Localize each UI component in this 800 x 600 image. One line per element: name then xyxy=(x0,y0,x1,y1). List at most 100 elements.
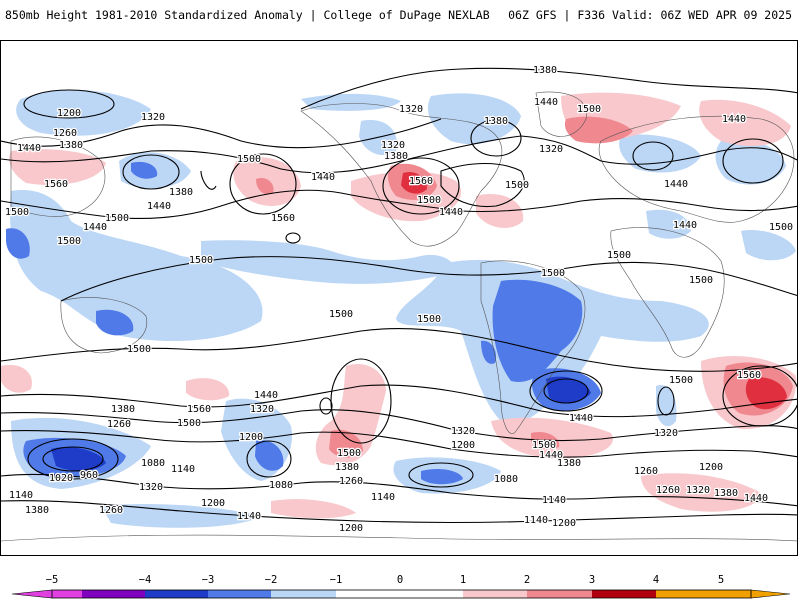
anomaly-colorbar xyxy=(11,589,791,599)
colorbar-tick-label: 2 xyxy=(523,574,531,586)
contour-label: 1200 xyxy=(201,498,225,509)
height-contour xyxy=(1,409,797,442)
contour-label: 1380 xyxy=(557,458,581,469)
contour-label: 1140 xyxy=(9,490,33,501)
map-panel: 1380 1200 1320 1320 1380 1440 1500 1440 1260 1440… xyxy=(0,40,798,556)
colorbar-tick-label: 5 xyxy=(717,574,725,586)
anomaly-neg1-region xyxy=(16,89,152,136)
contour-label: 1500 xyxy=(105,213,129,224)
anomaly-pos2-region xyxy=(329,429,363,458)
colorbar-bin-zero-neg xyxy=(336,590,400,598)
contour-label: 1440 xyxy=(744,493,768,504)
colorbar-bin-pos1 xyxy=(463,590,527,598)
anomaly-neg1-region xyxy=(741,230,796,261)
contour-label: 1560 xyxy=(44,179,68,190)
contour-label: 1200 xyxy=(699,462,723,473)
contour-label: 1140 xyxy=(542,495,566,506)
contour-label: 1500 xyxy=(177,418,201,429)
eurasia-outline xyxy=(598,115,795,223)
contour-label: 1080 xyxy=(494,474,518,485)
north-america-outline xyxy=(300,103,503,247)
colorbar-tick-label: −5 xyxy=(45,574,59,586)
contour-label: 1440 xyxy=(722,114,746,125)
contour-label: 1260 xyxy=(99,505,123,516)
colorbar-bin-neg3 xyxy=(145,590,208,598)
contour-label: 1320 xyxy=(250,404,274,415)
contour-label: 1200 xyxy=(451,440,475,451)
colorbar-tick-label: 4 xyxy=(652,574,660,586)
anomaly-pos1-region xyxy=(1,364,32,393)
contour-label: 1500 xyxy=(189,255,213,266)
height-contour xyxy=(300,67,797,110)
contour-label: 1320 xyxy=(686,485,710,496)
height-contour xyxy=(1,118,442,149)
height-contour xyxy=(27,438,119,480)
anomaly-neg1-region xyxy=(656,385,677,427)
height-contour xyxy=(1,429,797,458)
anomaly-neg2-region xyxy=(96,309,134,336)
contour-label: 1200 xyxy=(239,432,263,443)
anomaly-pos2-region xyxy=(256,177,274,195)
height-contour xyxy=(319,397,333,415)
contour-label: 1320 xyxy=(399,104,423,115)
height-contour xyxy=(529,370,603,412)
anomaly-neg1-region xyxy=(10,190,263,341)
contour-label: 1320 xyxy=(451,426,475,437)
contour-label: 1440 xyxy=(311,172,335,183)
colorbar-tick-label: 1 xyxy=(459,574,467,586)
contour-label: 1440 xyxy=(254,390,278,401)
colorbar-tick-label: 0 xyxy=(396,574,404,586)
anomaly-neg1-region xyxy=(715,139,786,185)
contour-label: 1440 xyxy=(569,413,593,424)
contour-label: 1440 xyxy=(534,97,558,108)
contour-label: 1140 xyxy=(237,511,261,522)
coastline-layer xyxy=(1,91,797,542)
africa-outline xyxy=(610,227,725,358)
contour-label: 1380 xyxy=(335,462,359,473)
height-contour xyxy=(657,386,675,416)
contour-label: 1560 xyxy=(737,370,761,381)
contour-label: 1560 xyxy=(409,176,433,187)
anomaly-neg1-region xyxy=(201,240,454,284)
height-contour xyxy=(122,154,180,190)
contour-label: 1380 xyxy=(484,116,508,127)
contour-label: 1200 xyxy=(552,518,576,529)
colorbar-outline xyxy=(51,589,752,599)
contour-label: 1500 xyxy=(541,268,565,279)
map-title: 850mb Height 1981-2010 Standardized Anom… xyxy=(5,8,490,22)
contour-label: 1500 xyxy=(127,344,151,355)
anomaly-neg2-region xyxy=(255,440,284,471)
colorbar-tick-label: −2 xyxy=(264,574,278,586)
contour-label: 1500 xyxy=(337,448,361,459)
height-contour xyxy=(246,440,292,478)
colorbar-bin-pos2 xyxy=(527,590,592,598)
colorbar-bin-pos5 xyxy=(721,590,751,598)
colorbar-bin-neg4 xyxy=(82,590,145,598)
height-contour xyxy=(60,256,797,302)
contour-label: 1500 xyxy=(505,180,529,191)
anomaly-neg2-region xyxy=(131,161,158,179)
colorbar-bin-pos4 xyxy=(656,590,721,598)
contour-label: 1500 xyxy=(607,250,631,261)
contour-label: 1020 xyxy=(49,473,73,484)
contour-label: 1200 xyxy=(57,108,81,119)
anomaly-neg1-region xyxy=(619,134,701,173)
contour-label: 960 xyxy=(80,470,98,481)
contour-label: 1320 xyxy=(654,428,678,439)
height-contour xyxy=(408,462,474,488)
height-contour xyxy=(440,162,525,208)
anomaly-pos1-region xyxy=(641,473,761,512)
colorbar-tick-label: −3 xyxy=(201,574,215,586)
contour-label: 1500 xyxy=(577,104,601,115)
contour-label: 1380 xyxy=(111,404,135,415)
contour-label: 1380 xyxy=(169,187,193,198)
anomaly-pos1-region xyxy=(271,499,356,519)
greenland-outline xyxy=(535,91,587,137)
contour-label: 1320 xyxy=(141,112,165,123)
contour-label: 1260 xyxy=(634,466,658,477)
contour-label: 1500 xyxy=(417,314,441,325)
contour-label: 1440 xyxy=(439,207,463,218)
contour-label: 1380 xyxy=(25,505,49,516)
height-contour xyxy=(543,378,589,404)
anomaly-neg2-region xyxy=(481,340,497,364)
